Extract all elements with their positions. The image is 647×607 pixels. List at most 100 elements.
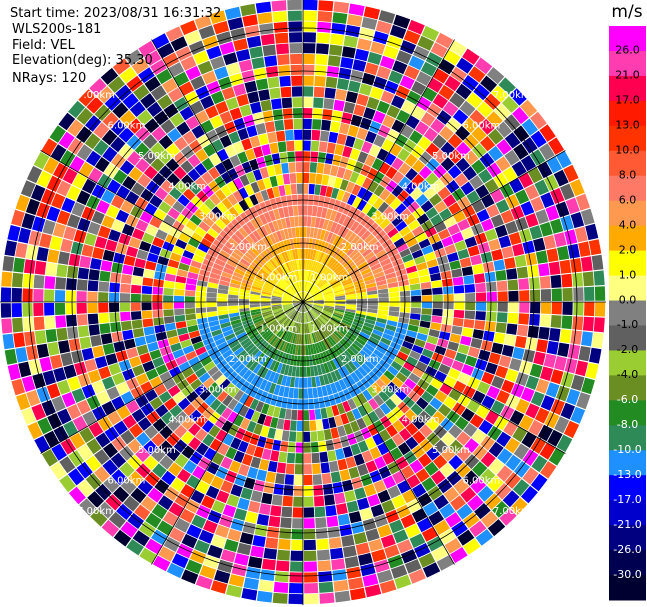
range-gate bbox=[289, 173, 297, 184]
range-gate bbox=[322, 287, 332, 294]
range-gate bbox=[471, 126, 487, 142]
range-gate bbox=[406, 330, 418, 339]
range-gate bbox=[432, 93, 448, 109]
range-gate bbox=[417, 378, 430, 391]
range-gate bbox=[361, 202, 373, 215]
range-gate bbox=[13, 257, 25, 273]
range-gate bbox=[283, 293, 294, 299]
range-gate bbox=[338, 270, 348, 279]
range-gate bbox=[342, 280, 353, 287]
range-gate bbox=[267, 319, 277, 327]
range-gate bbox=[294, 260, 298, 271]
range-gate bbox=[509, 178, 524, 194]
range-gate bbox=[21, 407, 37, 425]
range-gate bbox=[287, 332, 293, 343]
range-gate bbox=[384, 243, 396, 253]
range-gate bbox=[303, 345, 306, 356]
range-gate bbox=[58, 340, 71, 354]
range-gate bbox=[313, 195, 320, 206]
range-gate bbox=[266, 526, 280, 538]
range-gate bbox=[228, 309, 239, 314]
range-gate bbox=[293, 271, 298, 282]
range-gate bbox=[295, 366, 300, 377]
range-gate bbox=[206, 297, 217, 302]
range-gate bbox=[377, 524, 392, 538]
range-gate bbox=[144, 76, 161, 92]
range-gate bbox=[188, 356, 200, 367]
range-gate bbox=[224, 263, 236, 272]
range-gate bbox=[178, 333, 190, 342]
range-gate bbox=[476, 101, 493, 118]
range-gate bbox=[109, 302, 120, 313]
range-ring-label: 5.00km bbox=[138, 151, 176, 162]
range-gate bbox=[342, 446, 353, 458]
range-gate bbox=[313, 332, 319, 343]
range-gate bbox=[289, 376, 296, 388]
range-gate bbox=[330, 547, 344, 560]
range-gate bbox=[424, 404, 437, 417]
range-gate bbox=[256, 513, 270, 526]
range-gate bbox=[504, 149, 520, 166]
range-gate bbox=[368, 538, 383, 552]
range-gate bbox=[328, 537, 342, 549]
range-gate bbox=[203, 519, 218, 534]
range-gate bbox=[87, 491, 105, 508]
range-gate bbox=[588, 239, 602, 256]
range-gate bbox=[290, 64, 303, 76]
range-gate bbox=[364, 154, 376, 167]
range-gate bbox=[304, 593, 319, 605]
range-gate bbox=[313, 304, 324, 309]
range-gate bbox=[163, 280, 175, 289]
range-gate bbox=[396, 109, 411, 124]
range-gate bbox=[344, 288, 356, 293]
range-gate bbox=[293, 298, 303, 302]
range-gate bbox=[309, 310, 317, 319]
range-gate bbox=[60, 352, 73, 367]
range-gate bbox=[207, 311, 218, 318]
range-gate bbox=[339, 179, 349, 191]
range-gate bbox=[200, 238, 212, 248]
range-ring-label: 3.00km bbox=[371, 384, 409, 395]
range-gate bbox=[272, 109, 283, 121]
range-gate bbox=[280, 86, 292, 98]
range-gate bbox=[516, 324, 529, 337]
range-gate bbox=[363, 6, 380, 20]
range-gate bbox=[396, 242, 409, 253]
range-gate bbox=[317, 264, 325, 274]
range-gate bbox=[515, 398, 530, 414]
range-gate bbox=[300, 248, 303, 259]
range-gate bbox=[177, 468, 191, 483]
range-gate bbox=[231, 251, 242, 261]
range-gate bbox=[187, 168, 201, 182]
range-gate bbox=[107, 411, 122, 426]
range-gate bbox=[421, 245, 434, 255]
range-gate bbox=[276, 219, 284, 230]
range-gate bbox=[407, 201, 420, 213]
range-gate bbox=[376, 569, 393, 584]
range-gate bbox=[239, 532, 254, 545]
range-gate bbox=[383, 386, 395, 398]
range-gate bbox=[409, 283, 421, 291]
range-gate bbox=[473, 84, 490, 101]
range-gate bbox=[106, 179, 121, 194]
range-gate bbox=[475, 358, 488, 371]
range-gate bbox=[229, 286, 240, 292]
range-gate bbox=[79, 427, 95, 443]
range-gate bbox=[277, 54, 290, 66]
range-gate bbox=[127, 454, 143, 470]
range-gate bbox=[365, 437, 377, 450]
range-gate bbox=[127, 512, 144, 529]
range-gate bbox=[303, 302, 307, 312]
range-gate bbox=[272, 290, 283, 296]
range-gate bbox=[67, 376, 81, 391]
range-gate bbox=[431, 315, 443, 324]
range-gate bbox=[288, 321, 295, 331]
range-gate bbox=[462, 512, 480, 529]
range-gate bbox=[439, 208, 452, 221]
range-gate bbox=[315, 318, 323, 328]
range-gate bbox=[480, 435, 495, 451]
range-gate bbox=[169, 404, 183, 418]
range-gate bbox=[292, 398, 298, 410]
range-gate bbox=[81, 178, 97, 194]
